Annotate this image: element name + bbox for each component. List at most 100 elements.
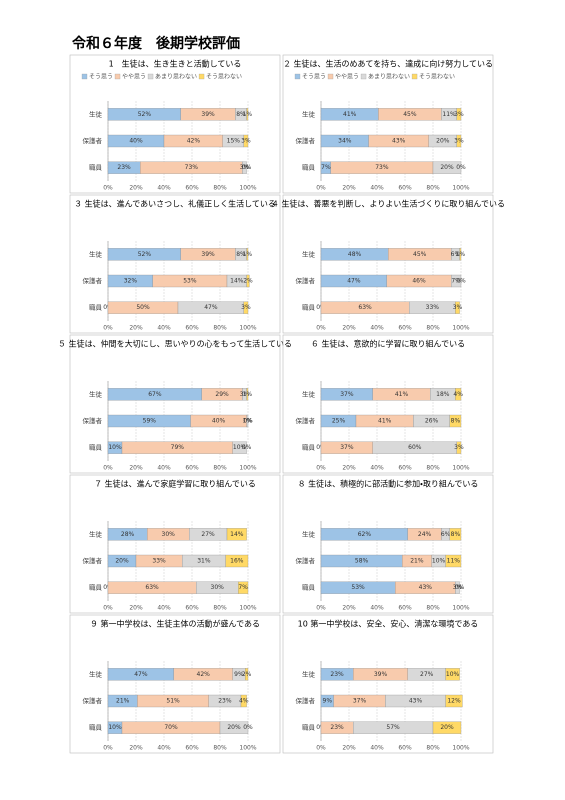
category-label: 生徒 bbox=[89, 669, 103, 678]
data-label: 3% bbox=[454, 444, 464, 451]
x-tick-label: 40% bbox=[370, 185, 384, 192]
x-tick-label: 20% bbox=[129, 465, 143, 472]
category-label: 職員 bbox=[302, 443, 316, 452]
x-tick-label: 20% bbox=[342, 605, 356, 612]
x-tick-label: 60% bbox=[185, 325, 199, 332]
category-label: 職員 bbox=[89, 583, 103, 592]
data-label: 15% bbox=[227, 138, 241, 145]
category-label: 保護者 bbox=[296, 136, 316, 145]
data-label: 52% bbox=[138, 251, 152, 258]
x-tick-label: 20% bbox=[129, 325, 143, 332]
bar-segment bbox=[432, 161, 462, 174]
bar-segment bbox=[449, 528, 462, 541]
x-tick-label: 40% bbox=[157, 605, 171, 612]
data-label: 14% bbox=[230, 278, 244, 285]
category-label: 職員 bbox=[302, 163, 316, 172]
data-label: 10% bbox=[432, 558, 446, 565]
x-tick-label: 20% bbox=[129, 745, 143, 752]
data-label: 21% bbox=[410, 558, 424, 565]
data-label: 20% bbox=[440, 164, 454, 171]
data-label: 63% bbox=[145, 584, 159, 591]
data-label: 20% bbox=[115, 558, 129, 565]
data-label: 0% bbox=[242, 444, 252, 451]
bar-segment bbox=[243, 134, 249, 148]
category-label: 保護者 bbox=[296, 556, 316, 565]
x-tick-label: 60% bbox=[398, 465, 412, 472]
data-label: 10% bbox=[446, 671, 460, 678]
data-label: 25% bbox=[332, 418, 346, 425]
legend-swatch bbox=[327, 73, 334, 80]
chart-frame bbox=[282, 334, 494, 474]
data-label: 28% bbox=[121, 531, 135, 538]
chart-title: ３ 生徒は、進んであいさつし、礼儀正しく生活している bbox=[74, 199, 276, 209]
data-label: 8% bbox=[451, 418, 461, 425]
x-tick-label: 60% bbox=[398, 185, 412, 192]
data-label: 8% bbox=[451, 531, 461, 538]
data-label: 23% bbox=[218, 698, 232, 705]
data-label: 32% bbox=[124, 278, 138, 285]
data-label: 9% bbox=[234, 671, 244, 678]
data-label: 73% bbox=[185, 164, 199, 171]
bar-segment bbox=[245, 668, 249, 681]
chart-frame bbox=[69, 474, 281, 614]
data-label: 0% bbox=[456, 278, 466, 285]
data-label: 20% bbox=[227, 724, 241, 731]
data-label: 1% bbox=[243, 251, 253, 258]
data-label: 47% bbox=[134, 671, 148, 678]
data-label: 31% bbox=[197, 558, 211, 565]
legend-swatch bbox=[294, 73, 301, 80]
data-label: 1% bbox=[243, 418, 253, 425]
data-label: 21% bbox=[116, 698, 130, 705]
legend-label: そう思わない bbox=[206, 74, 242, 81]
data-label: 3% bbox=[453, 304, 463, 311]
chart-title: ４ 生徒は、善悪を判断し、よりよい生活づくりに取り組んでいる bbox=[271, 199, 505, 209]
x-tick-label: 40% bbox=[370, 465, 384, 472]
category-label: 保護者 bbox=[296, 696, 316, 705]
x-tick-label: 80% bbox=[426, 465, 440, 472]
x-tick-label: 0% bbox=[103, 745, 113, 752]
data-label: 62% bbox=[358, 531, 372, 538]
data-label: 39% bbox=[201, 251, 215, 258]
legend-label: あまり思わない bbox=[155, 74, 197, 81]
data-label: 27% bbox=[201, 531, 215, 538]
x-tick-label: 40% bbox=[370, 325, 384, 332]
x-tick-label: 100% bbox=[452, 465, 469, 472]
category-label: 保護者 bbox=[83, 696, 103, 705]
x-tick-label: 20% bbox=[129, 185, 143, 192]
data-label: 43% bbox=[409, 698, 423, 705]
data-label: 40% bbox=[129, 138, 143, 145]
data-label: 67% bbox=[148, 391, 162, 398]
x-tick-label: 100% bbox=[239, 185, 256, 192]
bar-segment bbox=[449, 414, 462, 428]
bar-segment bbox=[246, 414, 249, 428]
data-label: 23% bbox=[117, 164, 131, 171]
data-label: 40% bbox=[212, 418, 226, 425]
bar-segment bbox=[459, 248, 462, 261]
bar-segment bbox=[455, 301, 460, 314]
x-tick-label: 100% bbox=[239, 745, 256, 752]
legend-label: そう思う bbox=[302, 74, 326, 81]
bar-segment bbox=[225, 554, 249, 568]
bar-segment bbox=[455, 581, 460, 594]
category-label: 生徒 bbox=[302, 249, 316, 258]
x-tick-label: 0% bbox=[103, 185, 113, 192]
data-label: 3% bbox=[453, 584, 463, 591]
data-label: 30% bbox=[162, 531, 176, 538]
x-tick-label: 20% bbox=[342, 325, 356, 332]
x-tick-label: 80% bbox=[213, 185, 227, 192]
legend-swatch bbox=[411, 73, 418, 80]
data-label: 11% bbox=[447, 558, 461, 565]
x-tick-label: 60% bbox=[398, 325, 412, 332]
x-tick-label: 60% bbox=[398, 745, 412, 752]
chart-title: ５ 生徒は、仲間を大切にし、思いやりの心をもって生活している bbox=[58, 339, 292, 349]
data-label: 53% bbox=[183, 278, 197, 285]
bar-segment bbox=[242, 161, 247, 174]
data-label: 29% bbox=[215, 391, 229, 398]
data-label: 6% bbox=[441, 531, 451, 538]
legend-label: やや思う bbox=[122, 73, 146, 81]
category-label: 保護者 bbox=[83, 276, 103, 285]
chart-frame bbox=[282, 194, 494, 334]
data-label: 0% bbox=[243, 418, 253, 425]
x-tick-label: 100% bbox=[452, 325, 469, 332]
data-label: 23% bbox=[330, 671, 344, 678]
